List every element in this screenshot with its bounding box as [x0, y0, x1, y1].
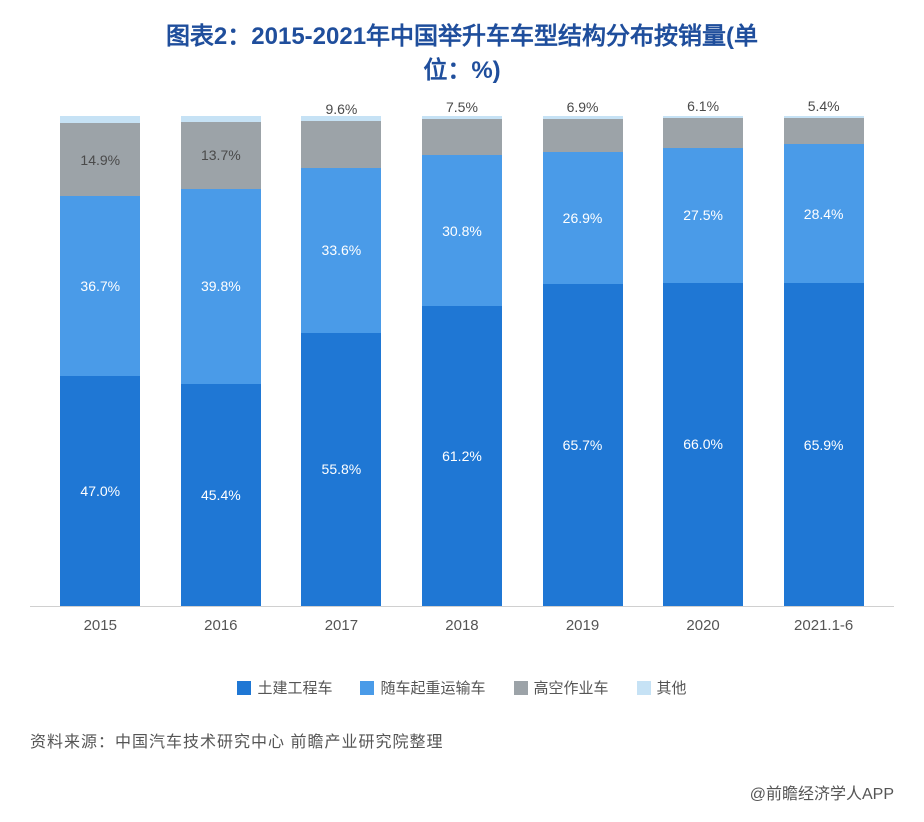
bar-segment	[784, 116, 864, 117]
legend-label: 其他	[657, 677, 687, 698]
legend-item: 随车起重运输车	[360, 677, 485, 698]
bar-segment	[543, 116, 623, 118]
chart-legend: 土建工程车 随车起重运输车 高空作业车 其他	[30, 677, 894, 698]
x-axis-tick-label: 2019	[543, 617, 623, 634]
title-line-1: 图表2：2015-2021年中国举升车车型结构分布按销量(单	[166, 23, 758, 50]
bar-segment: 45.4%	[181, 384, 261, 606]
legend-label: 土建工程车	[257, 677, 332, 698]
segment-value-label: 45.4%	[201, 487, 241, 503]
segment-value-label: 65.7%	[563, 437, 603, 453]
bar-group: 65.9% 28.4% 5.4%	[784, 117, 864, 606]
segment-value-label: 33.6%	[322, 242, 362, 258]
bar-segment: 47.0%	[60, 376, 140, 606]
segment-value-label: 30.8%	[442, 223, 482, 239]
bar-segment: 28.4%	[784, 144, 864, 283]
stacked-bar: 61.2% 30.8% 7.5%	[422, 116, 502, 606]
chart-title: 图表2：2015-2021年中国举升车车型结构分布按销量(单 位：%)	[30, 20, 894, 87]
segment-value-label: 66.0%	[683, 436, 723, 452]
segment-value-label: 47.0%	[80, 483, 120, 499]
attribution-label: @前瞻经济学人APP	[750, 780, 894, 804]
bar-segment: 36.7%	[60, 196, 140, 376]
segment-value-label: 7.5%	[446, 99, 478, 115]
legend-item: 高空作业车	[514, 677, 609, 698]
stacked-bar: 65.7% 26.9% 6.9%	[543, 116, 623, 606]
bar-segment: 9.6%	[301, 121, 381, 168]
bar-segment: 61.2%	[422, 306, 502, 606]
stacked-bar: 45.4% 39.8% 13.7%	[181, 116, 261, 606]
bar-segment: 27.5%	[663, 148, 743, 283]
bar-segment: 13.7%	[181, 122, 261, 189]
bar-segment	[301, 116, 381, 121]
legend-label: 高空作业车	[534, 677, 609, 698]
segment-value-label: 14.9%	[80, 152, 120, 168]
segment-value-label: 61.2%	[442, 448, 482, 464]
bar-segment	[60, 116, 140, 123]
segment-value-label: 27.5%	[683, 207, 723, 223]
stacked-bar: 66.0% 27.5% 6.1%	[663, 116, 743, 606]
segment-value-label: 36.7%	[80, 278, 120, 294]
stacked-bar: 65.9% 28.4% 5.4%	[784, 116, 864, 606]
bar-segment: 5.4%	[784, 118, 864, 144]
legend-item: 土建工程车	[237, 677, 332, 698]
x-axis-tick-label: 2021.1-6	[784, 617, 864, 634]
segment-value-label: 26.9%	[563, 210, 603, 226]
bar-segment: 66.0%	[663, 283, 743, 606]
x-axis-tick-label: 2018	[422, 617, 502, 634]
segment-value-label: 6.1%	[687, 98, 719, 114]
bar-group: 55.8% 33.6% 9.6%	[301, 117, 381, 606]
chart-plot-area: 47.0% 36.7% 14.9% 45.4% 39.8% 13.7% 55.8% 33.6%…	[30, 117, 894, 647]
bar-group: 45.4% 39.8% 13.7%	[181, 117, 261, 606]
x-axis-tick-label: 2020	[663, 617, 743, 634]
legend-swatch	[237, 681, 251, 695]
bar-group: 47.0% 36.7% 14.9%	[60, 117, 140, 606]
segment-value-label: 9.6%	[325, 101, 357, 117]
bar-segment: 65.7%	[543, 284, 623, 606]
x-axis-tick-label: 2017	[301, 617, 381, 634]
x-axis-tick-label: 2015	[60, 617, 140, 634]
chart-container: 图表2：2015-2021年中国举升车车型结构分布按销量(单 位：%) 47.0…	[0, 0, 924, 822]
bar-segment	[422, 116, 502, 118]
source-label: 资料来源：中国汽车技术研究中心 前瞻产业研究院整理	[30, 728, 894, 752]
segment-value-label: 39.8%	[201, 278, 241, 294]
segment-value-label: 6.9%	[567, 99, 599, 115]
bar-segment: 65.9%	[784, 283, 864, 606]
segment-value-label: 13.7%	[201, 147, 241, 163]
stacked-bar: 55.8% 33.6% 9.6%	[301, 116, 381, 606]
bar-segment: 30.8%	[422, 155, 502, 306]
bar-segment: 39.8%	[181, 189, 261, 384]
bar-segment: 6.9%	[543, 119, 623, 153]
segment-value-label: 65.9%	[804, 437, 844, 453]
bar-segment: 33.6%	[301, 168, 381, 333]
legend-swatch	[637, 681, 651, 695]
segment-value-label: 28.4%	[804, 206, 844, 222]
bar-group: 65.7% 26.9% 6.9%	[543, 117, 623, 606]
bar-segment: 55.8%	[301, 333, 381, 606]
bar-segment: 26.9%	[543, 152, 623, 284]
legend-swatch	[360, 681, 374, 695]
x-axis-labels: 2015 2016 2017 2018 2019 2020 2021.1-6	[30, 607, 894, 634]
bar-group: 66.0% 27.5% 6.1%	[663, 117, 743, 606]
stacked-bar: 47.0% 36.7% 14.9%	[60, 116, 140, 606]
legend-swatch	[514, 681, 528, 695]
bar-segment	[663, 116, 743, 118]
segment-value-label: 55.8%	[322, 461, 362, 477]
bar-group: 61.2% 30.8% 7.5%	[422, 117, 502, 606]
legend-item: 其他	[637, 677, 687, 698]
bar-segment: 6.1%	[663, 118, 743, 148]
bar-segment: 14.9%	[60, 123, 140, 196]
bar-segment	[181, 116, 261, 121]
title-line-2: 位：%)	[423, 57, 500, 84]
legend-label: 随车起重运输车	[380, 677, 485, 698]
segment-value-label: 5.4%	[808, 98, 840, 114]
bars-container: 47.0% 36.7% 14.9% 45.4% 39.8% 13.7% 55.8% 33.6%…	[30, 117, 894, 607]
bar-segment: 7.5%	[422, 119, 502, 156]
x-axis-tick-label: 2016	[181, 617, 261, 634]
